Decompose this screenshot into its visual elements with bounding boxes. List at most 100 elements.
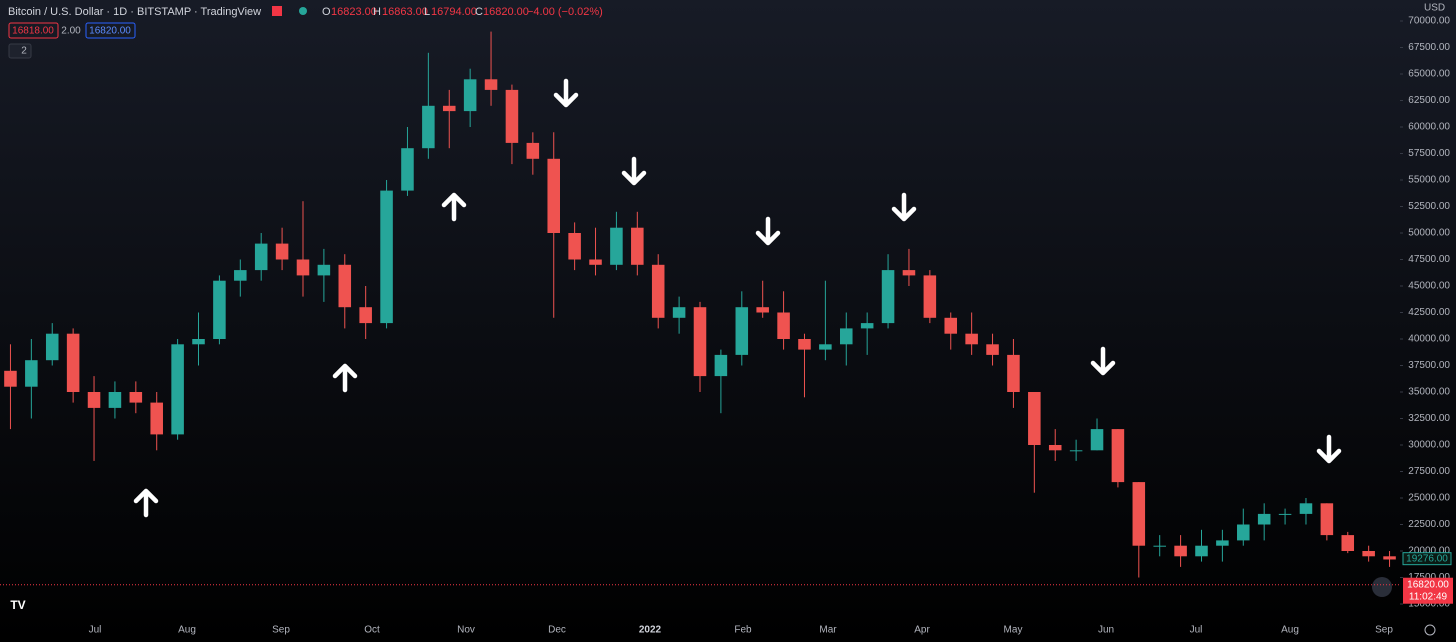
candle-body	[1216, 540, 1229, 546]
time-label: Apr	[914, 625, 930, 636]
sell-button[interactable]	[8, 22, 59, 39]
y-tick-label: 55000.00	[1408, 175, 1450, 186]
candle-body	[1320, 503, 1334, 536]
candle-body	[610, 227, 623, 265]
candle-body	[547, 158, 560, 233]
candle-body	[986, 344, 999, 355]
y-tick-label: 67500.00	[1408, 42, 1450, 53]
candle-body	[66, 333, 80, 392]
time-label: Mar	[819, 625, 837, 636]
y-tick-label: 17500.00	[1408, 572, 1450, 583]
candle-body	[631, 227, 644, 265]
candle-body	[756, 307, 769, 313]
y-tick-label: 22500.00	[1408, 519, 1450, 530]
candle-body	[45, 333, 59, 361]
y-tick-label: 60000.00	[1408, 122, 1450, 133]
candle-body	[672, 307, 686, 318]
candle-body	[1007, 354, 1020, 392]
candle-body	[317, 264, 331, 276]
c-label: C	[475, 6, 483, 18]
o-label: O	[322, 6, 331, 18]
candle-body	[735, 307, 749, 355]
candle-body	[505, 89, 519, 143]
candle-body	[422, 105, 435, 149]
time-label: Jun	[1098, 625, 1114, 636]
symbol: Bitcoin / U.S. Dollar · 1D · BITSTAMP · …	[8, 6, 261, 18]
candle-body	[1237, 524, 1250, 541]
candle-body	[944, 317, 958, 334]
time-label: 2022	[639, 625, 662, 636]
time-label: Aug	[1281, 625, 1299, 636]
candle-body	[798, 339, 811, 350]
candle-body	[1153, 545, 1166, 547]
candle-body	[589, 259, 602, 265]
candle-body	[1278, 513, 1292, 515]
y-tick-label: 35000.00	[1408, 387, 1450, 398]
candle-body	[526, 142, 540, 159]
indicators: 2	[21, 46, 27, 57]
candle-body	[568, 233, 581, 260]
y-tick-label: 70000.00	[1408, 16, 1450, 27]
candle-body	[1111, 429, 1125, 483]
candle-body	[442, 105, 456, 112]
c: 16820.00	[483, 6, 529, 18]
candle-body	[965, 333, 978, 345]
candle-body	[338, 264, 352, 308]
time-label: Jul	[1190, 625, 1203, 636]
candle-body	[693, 307, 707, 377]
y-tick-label: 65000.00	[1408, 69, 1450, 80]
y-tick-label: 52500.00	[1408, 201, 1450, 212]
candle-body	[902, 270, 916, 276]
candle-body	[1069, 450, 1083, 452]
candle-body	[1195, 545, 1208, 557]
candle-body	[1048, 445, 1062, 451]
sell: 16818.00	[12, 26, 54, 37]
time-label: Dec	[548, 625, 566, 636]
change: −4.00 (−0.02%)	[527, 6, 603, 18]
candle-body	[108, 392, 122, 408]
candle-body	[1383, 556, 1396, 560]
y-tick-label: 42500.00	[1408, 307, 1450, 318]
logo[interactable]: TV	[10, 598, 25, 612]
y-tick-label: 62500.00	[1408, 95, 1450, 106]
y-tick-label: 45000.00	[1408, 281, 1450, 292]
countdown: 11:02:49	[1409, 591, 1448, 602]
y-tick-label: 32500.00	[1408, 413, 1450, 424]
y-tick-label: 37500.00	[1408, 360, 1450, 371]
candle-body	[840, 328, 853, 345]
y-tick-label: 15000.00	[1408, 599, 1450, 610]
time-label: Aug	[178, 625, 196, 636]
l-label: L	[424, 6, 430, 18]
candle-body	[4, 370, 17, 387]
buy-button[interactable]	[85, 22, 136, 39]
time-label: Sep	[1375, 625, 1393, 636]
time-label: Nov	[457, 625, 475, 636]
candle-body	[192, 339, 205, 345]
time-label: Oct	[364, 625, 380, 636]
candle-body	[275, 243, 289, 260]
indicators-toggle[interactable]	[8, 43, 32, 59]
candle-body	[150, 402, 163, 435]
candle-body	[651, 264, 665, 318]
h: 16863.00	[382, 6, 428, 18]
candle-body	[860, 323, 874, 329]
candle-body	[380, 190, 393, 324]
candle-body	[1362, 551, 1375, 557]
time-label: Jul	[89, 625, 102, 636]
candle-body	[819, 344, 832, 350]
scroll-button[interactable]	[1372, 577, 1392, 597]
flag[interactable]	[272, 6, 282, 16]
marker-box	[1402, 552, 1452, 566]
last-price: 16820.00	[1407, 579, 1449, 590]
candle-body	[1132, 482, 1146, 546]
candle-body	[923, 275, 937, 318]
candle-body	[87, 392, 101, 408]
settings[interactable]	[1424, 624, 1436, 636]
candle-body	[463, 79, 477, 112]
y-tick-label: 27500.00	[1408, 466, 1450, 477]
candle-body	[234, 270, 247, 281]
candle-body	[714, 354, 728, 377]
candle-body	[171, 344, 184, 435]
